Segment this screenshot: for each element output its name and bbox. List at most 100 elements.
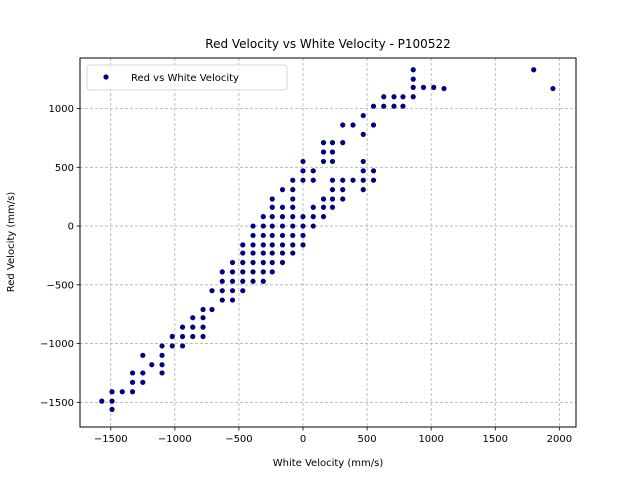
y-tick-label: 0 [68,222,74,233]
data-point [340,122,346,128]
data-point [260,278,266,284]
data-point [370,177,377,183]
data-point [340,187,346,193]
data-point [200,324,206,330]
data-point [250,223,256,229]
data-point [169,343,175,349]
plot-frame [79,57,577,428]
y-axis-label: Red Velocity (mm/s) [6,192,17,293]
data-point [200,315,206,321]
data-point [250,250,256,256]
data-point [279,187,286,193]
data-point [260,269,266,275]
y-axis-ticks: −1500 −1000 −500 0 500 1000 [40,104,80,409]
data-point [260,242,266,248]
x-tick-label: 1000 [418,434,443,445]
data-point [300,214,306,220]
data-point [300,168,306,174]
data-point [279,259,286,266]
y-tick-label: −1500 [40,398,74,409]
legend-label: Red vs White Velocity [131,73,239,84]
data-point [410,67,416,73]
data-point [190,315,196,321]
data-point [290,232,296,239]
x-tick-label: −1000 [158,434,192,445]
data-point [410,94,416,100]
x-axis-label: White Velocity (mm/s) [273,458,384,469]
data-point [269,250,275,256]
data-point [229,297,236,303]
x-tick-label: 0 [300,434,306,445]
data-point [109,406,115,412]
data-point [209,288,215,294]
data-point [290,177,296,183]
data-point [159,370,165,376]
data-point [329,177,336,183]
data-point [391,103,397,109]
data-point [250,232,256,239]
y-tick-label: 500 [55,163,74,174]
data-point [290,250,296,256]
data-point [350,122,356,128]
data-point [531,67,537,73]
data-point [129,389,136,395]
data-point [250,269,256,275]
data-point [240,269,246,275]
data-point [279,242,286,248]
data-point [550,85,556,92]
data-point [250,278,256,284]
data-point [219,297,225,303]
data-point [329,140,336,146]
data-point [400,103,406,109]
data-point [431,84,437,90]
data-point [340,177,346,183]
data-point [329,187,336,193]
data-point [140,352,146,358]
data-point [370,103,377,109]
data-point [229,269,236,275]
data-point [381,103,387,109]
data-point [140,379,146,385]
data-point [229,259,236,266]
x-tick-label: 1500 [483,434,508,445]
chart-title: Red Velocity vs White Velocity - P100522 [205,37,450,51]
data-point [149,362,155,368]
data-point [260,232,266,239]
data-points [99,67,556,412]
data-point [129,370,136,376]
data-point [340,140,346,146]
data-point [310,177,316,183]
data-point [179,343,186,349]
data-point [290,214,296,220]
data-point [169,333,175,340]
data-point [360,112,366,119]
data-point [260,214,266,220]
data-point [329,204,336,210]
data-point [410,84,416,90]
data-point [300,158,306,165]
data-point [441,85,447,92]
data-point [279,214,286,220]
data-point [240,278,246,284]
data-point [250,259,256,266]
legend: Red vs White Velocity [86,64,288,91]
y-tick-label: −500 [47,280,74,291]
data-point [360,131,366,137]
data-point [360,187,366,193]
data-point [290,187,296,193]
data-point [109,389,115,395]
legend-box [86,64,288,91]
data-point [290,204,296,210]
data-point [381,94,387,100]
data-point [300,232,306,239]
data-point [219,288,225,294]
data-point [300,223,306,229]
data-point [350,177,356,183]
data-point [159,343,165,349]
data-point [410,76,416,82]
data-point [219,269,225,275]
data-point [269,214,275,220]
x-axis-ticks: −1500 −1000 −500 0 500 1000 1500 2000 [94,427,572,445]
data-point [159,352,165,358]
data-point [269,259,275,266]
